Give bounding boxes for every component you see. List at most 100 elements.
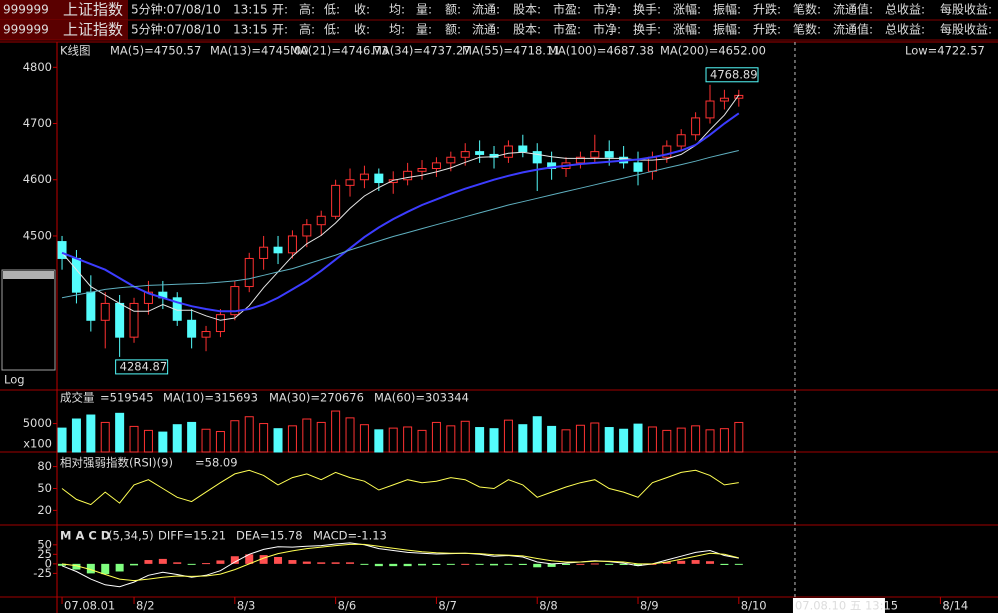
macd-bar [374, 563, 383, 567]
series-line [61, 543, 739, 582]
macd-bar [144, 560, 153, 564]
legend-item: Low=4722.57 [905, 44, 985, 58]
candle-body [691, 117, 701, 136]
candle-body [302, 224, 312, 237]
volume-bar [446, 425, 456, 453]
annotation-box [115, 359, 169, 375]
macd-bar [115, 563, 124, 572]
macd-bar [187, 563, 196, 565]
panel-title: 相对强弱指数(RSI)(9) [60, 456, 173, 470]
header-period: 5分钟:07/08/10 [131, 22, 221, 37]
header-field: 市净: [593, 22, 621, 37]
y-tick-label: 50 [37, 537, 52, 551]
macd-bar [706, 561, 715, 564]
header-field: 均: [389, 23, 405, 37]
volume-bar [475, 427, 485, 453]
legend-item: MA(60)=303344 [374, 391, 469, 405]
header-field: 每股收益: [940, 22, 992, 37]
macd-bar [72, 563, 81, 570]
macd-bar [562, 563, 571, 565]
legend-item: MA(21)=4746.73 [290, 44, 389, 58]
macd-bar [662, 561, 671, 564]
macd-bar [533, 563, 542, 568]
candle-body [475, 151, 485, 155]
y-tick-label: 4500 [23, 228, 52, 242]
macd-bar [403, 563, 412, 567]
header-field: 涨幅: [673, 2, 701, 17]
macd-bar [230, 556, 239, 564]
header-field: 市净: [593, 2, 621, 17]
legend-item: MA(5)=4750.57 [110, 44, 201, 58]
volume-bar [561, 429, 571, 453]
volume-bar [431, 421, 441, 453]
volume-bar [359, 424, 369, 453]
volume-bar [158, 431, 168, 453]
y-tick-label: 20 [37, 503, 52, 517]
header-field: 总收益: [885, 23, 925, 37]
legend-item: MA(55)=4718.11 [462, 44, 561, 58]
volume-bar [518, 424, 528, 453]
volume-bar [345, 417, 355, 453]
header-field: 总收益: [885, 3, 925, 17]
candle-body [316, 215, 326, 226]
header-field: 升跌: [753, 2, 781, 17]
candle-body [287, 235, 297, 254]
header-field: 流通值: [833, 2, 873, 17]
header-field: 收: [354, 3, 370, 17]
volume-bar [287, 425, 297, 453]
header-field: 笔数: [793, 22, 821, 37]
header-field: 换手: [633, 3, 661, 17]
header-field: 均: [389, 3, 405, 17]
annotation: 4768.89 [710, 67, 758, 81]
panel-title: K线图 [60, 44, 91, 58]
macd-bar [130, 563, 139, 566]
y-tick-label: 80 [37, 459, 52, 473]
scale-thumb [3, 271, 54, 279]
macd-bar [418, 563, 427, 566]
candle-body [115, 302, 125, 338]
series-line [61, 150, 739, 299]
y-tick-label: 4600 [23, 172, 52, 186]
x-tick-label: 8/9 [640, 599, 659, 613]
panel-title: 成交量 [60, 391, 95, 405]
header-field: 收: [354, 23, 370, 37]
x-tick-label: 8/2 [136, 599, 155, 613]
candle-body [590, 151, 600, 158]
volume-bar [705, 429, 715, 453]
volume-bar [662, 429, 672, 453]
header-field: 市盈: [553, 22, 581, 37]
volume-bar [302, 418, 312, 453]
macd-bar [547, 563, 556, 567]
volume-bar [259, 423, 269, 453]
header-field: 额: [445, 3, 461, 17]
macd-bar [432, 563, 441, 565]
candle-body [57, 241, 67, 259]
macd-bar [518, 563, 527, 565]
candle-body [460, 151, 470, 158]
header-field: 流通: [472, 23, 500, 37]
header-field: 开: [272, 23, 288, 37]
volume-bar [230, 420, 240, 453]
volume-bar [201, 428, 211, 453]
volume-bar [374, 429, 384, 453]
candle-body [446, 156, 456, 164]
macd-bar [490, 563, 499, 566]
volume-bar [417, 429, 427, 453]
header-field: 低: [324, 3, 340, 17]
header-field: 振幅: [713, 2, 741, 17]
legend-item: MA(10)=315693 [163, 391, 258, 405]
volume-bar [143, 429, 153, 453]
candle-body [129, 302, 139, 338]
macd-bar [302, 561, 311, 564]
candle-body [503, 145, 513, 158]
volume-bar [547, 425, 557, 453]
macd-bar [446, 563, 455, 565]
x-tick-label: 8/3 [237, 599, 256, 613]
candle-body [547, 162, 557, 169]
panel-title: MACD [60, 529, 114, 543]
macd-bar [504, 563, 513, 565]
candle-body [273, 246, 283, 254]
candle-body [647, 156, 657, 172]
candle-body [388, 179, 398, 184]
